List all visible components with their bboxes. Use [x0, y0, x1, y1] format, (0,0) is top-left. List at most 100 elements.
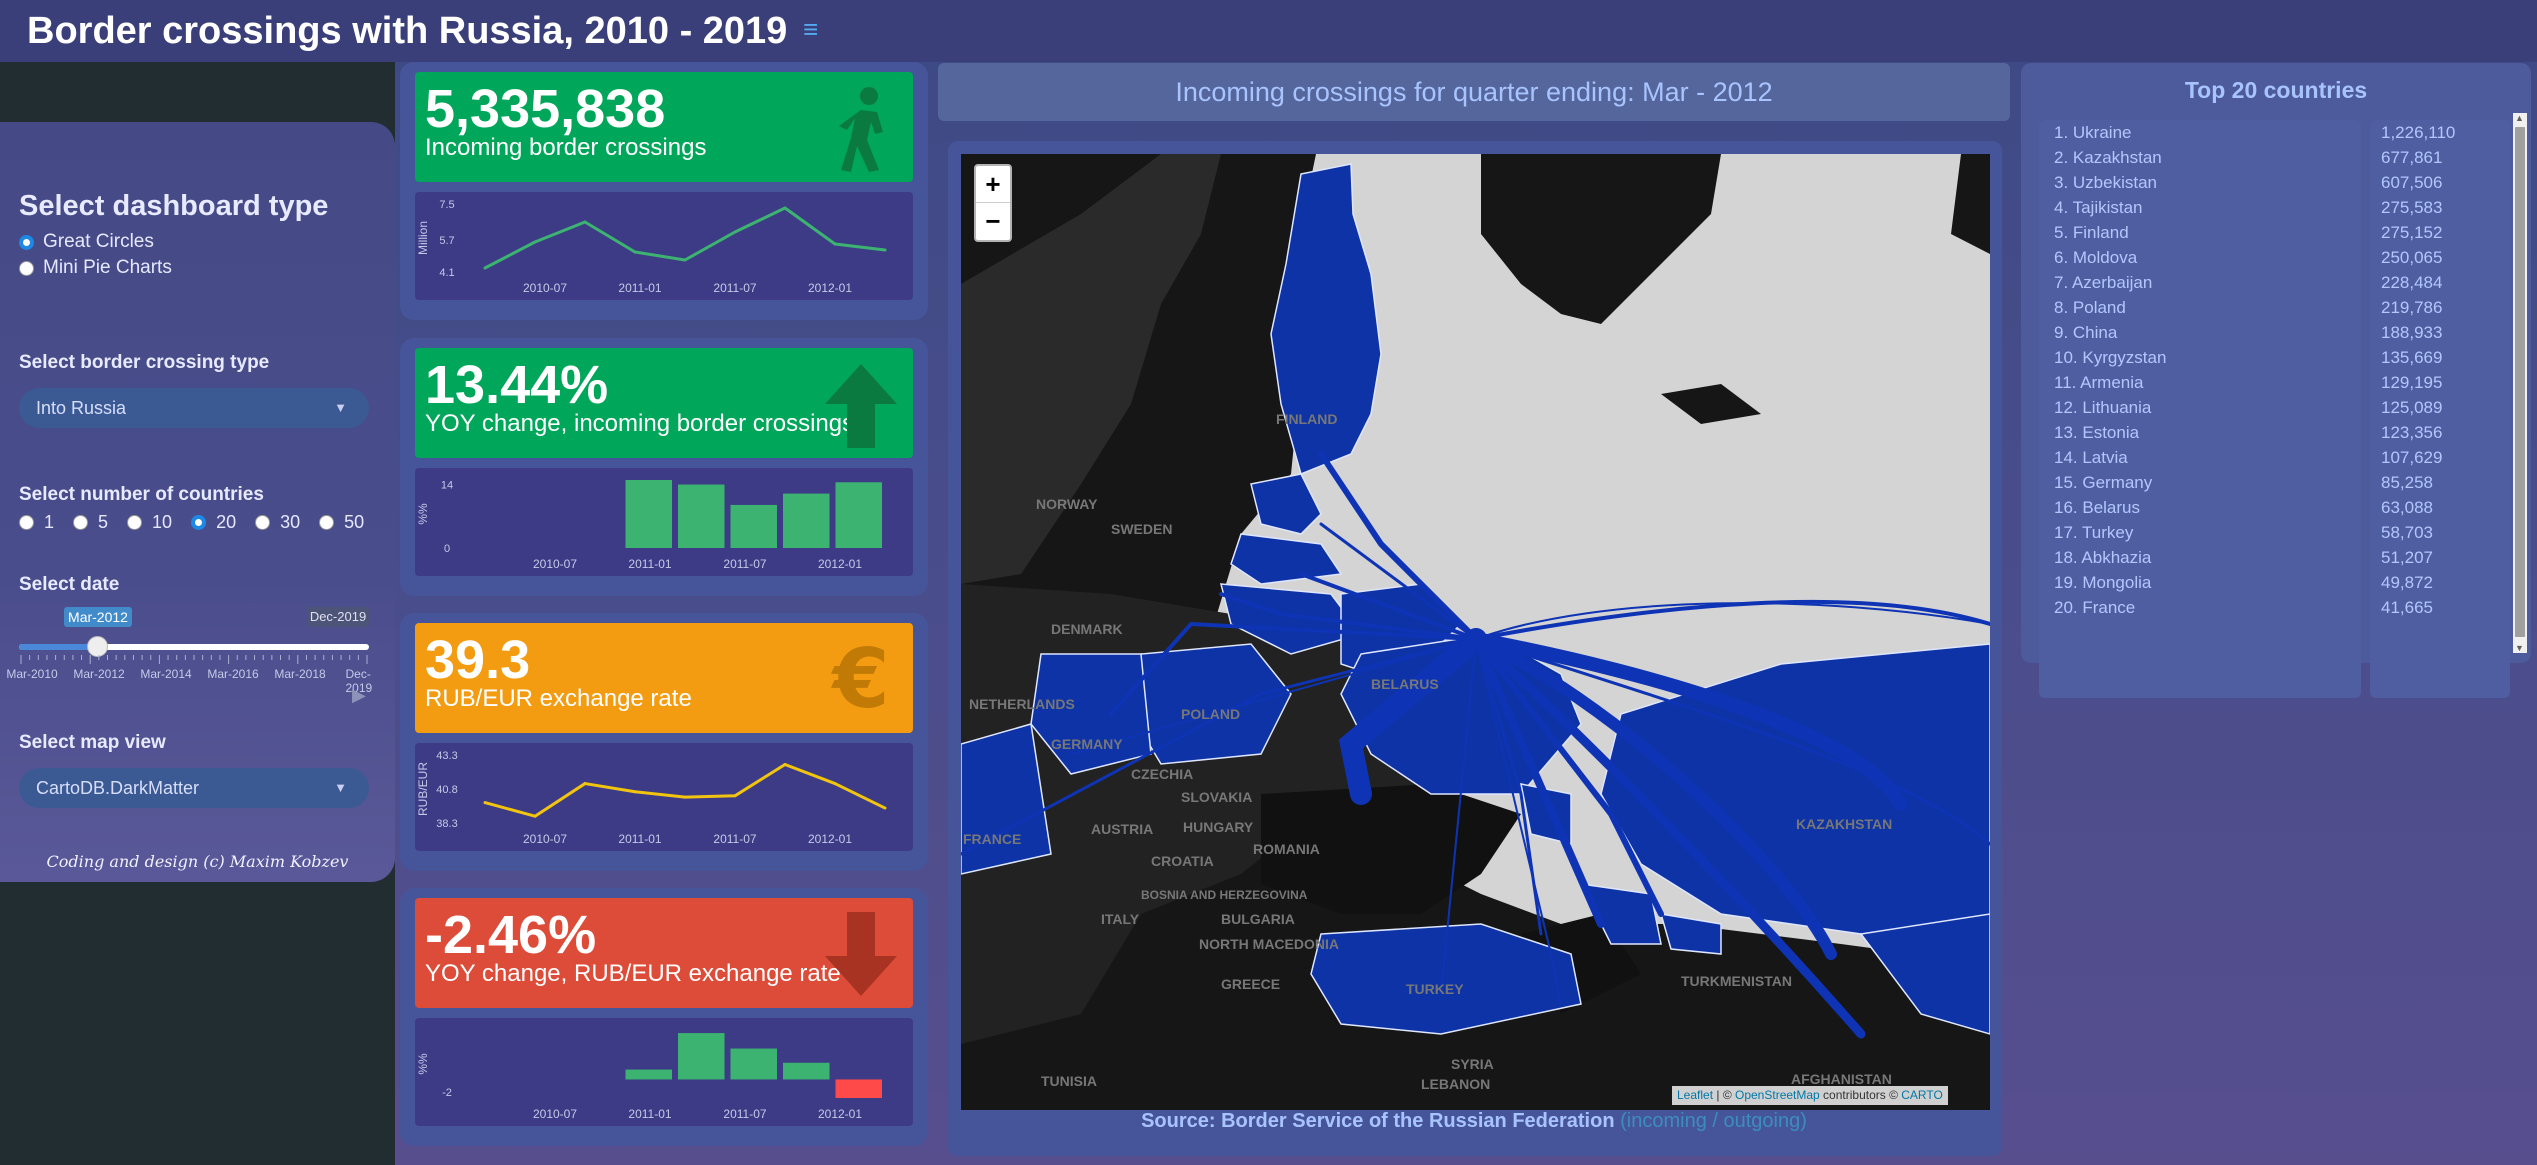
data-point [833, 782, 837, 786]
osm-link[interactable]: OpenStreetMap [1735, 1088, 1820, 1102]
source-link[interactable]: (incoming / outgoing) [1620, 1110, 1807, 1132]
sidebar: Select dashboard type Great Circles Mini… [0, 62, 395, 1165]
map-label: GREECE [1221, 976, 1280, 992]
date-tick-label: Mar-2010 [6, 667, 58, 681]
scroll-up-icon[interactable]: ▲ [2515, 113, 2524, 123]
map-label: BULGARIA [1221, 911, 1295, 927]
top-country-value: 607,506 [2381, 173, 2443, 192]
map-canvas: FINLAND NORWAY SWEDEN DENMARK NETHERLAND… [961, 154, 1990, 1110]
top-countries-scrollbar[interactable]: ▲ ▼ [2513, 113, 2527, 653]
dashboard-type-label: Select dashboard type [19, 190, 329, 222]
countries-option-30[interactable]: 30 [255, 512, 300, 533]
top-country-name: 9. China [2054, 323, 2118, 342]
countries-option-1[interactable]: 1 [19, 512, 54, 533]
kpi-card-exchange-yoy: -2.46% YOY change, RUB/EUR exchange rate… [400, 888, 928, 1146]
zoom-out-button[interactable]: − [985, 206, 1001, 236]
leaflet-map[interactable]: FINLAND NORWAY SWEDEN DENMARK NETHERLAND… [961, 154, 1990, 1110]
date-tick-label: Mar-2014 [140, 667, 192, 681]
y-tick-label: 7.5 [439, 199, 454, 211]
top-country-name: 19. Mongolia [2054, 573, 2152, 592]
map-section: Incoming crossings for quarter ending: M… [938, 63, 2010, 1163]
radio-icon[interactable] [319, 515, 335, 530]
radio-icon[interactable] [255, 515, 271, 530]
euro-icon: € [830, 635, 889, 725]
countries-count-group: 1 5 10 20 30 50 [19, 512, 383, 533]
countries-option-label: 1 [44, 512, 55, 532]
data-point [683, 795, 687, 799]
walking-person-icon [839, 87, 883, 172]
x-tick-label: 2011-01 [618, 281, 661, 295]
map-view-label: Select map view [19, 732, 166, 753]
sparkline-chart: RUB/EUR 2010-07 2011-01 2011-07 2012-01 43.3 4… [416, 750, 887, 846]
radio-icon[interactable] [127, 515, 143, 530]
top-country-name: 13. Estonia [2054, 423, 2140, 442]
axis-label: Million [416, 221, 430, 255]
map-label: AUSTRIA [1091, 821, 1153, 837]
map-heading: Incoming crossings for quarter ending: M… [938, 63, 2010, 121]
kpi-label: Incoming border crossings [425, 134, 707, 161]
kpi-label: RUB/EUR exchange rate [425, 685, 692, 712]
crossing-type-label: Select border crossing type [19, 352, 270, 373]
radio-icon[interactable] [19, 260, 34, 276]
top-country-name: 8. Poland [2054, 298, 2126, 317]
x-tick-label: 2012-01 [818, 1107, 862, 1121]
map-view-value: CartoDB.DarkMatter [36, 778, 200, 798]
top-country-value: 58,703 [2381, 523, 2433, 542]
map-label: FRANCE [963, 831, 1021, 847]
attribution-text: | © [1713, 1088, 1735, 1102]
map-label: SYRIA [1451, 1056, 1494, 1072]
carto-link[interactable]: CARTO [1901, 1088, 1943, 1102]
top-countries-title: Top 20 countries [2184, 77, 2368, 103]
top-country-value: 125,089 [2381, 398, 2443, 417]
data-point [533, 240, 537, 244]
scroll-down-icon[interactable]: ▼ [2515, 643, 2524, 653]
date-slider-handle[interactable] [87, 636, 108, 657]
radio-selected-icon[interactable] [191, 515, 207, 530]
scroll-thumb[interactable] [2515, 127, 2525, 637]
y-tick-label: 40.8 [436, 784, 457, 796]
y-tick-label: 5.7 [439, 235, 454, 247]
date-slider-track[interactable] [19, 644, 369, 650]
zoom-in-button[interactable]: + [976, 166, 1010, 203]
map-label: FINLAND [1276, 411, 1337, 427]
x-tick-label: 2010-07 [523, 832, 567, 846]
map-label: AFGHANISTAN [1791, 1071, 1892, 1087]
dashboard-type-mini-pie[interactable]: Mini Pie Charts [19, 257, 172, 279]
leaflet-link[interactable]: Leaflet [1677, 1088, 1714, 1102]
kara-sea [1951, 154, 1990, 254]
radio-selected-icon[interactable] [19, 234, 34, 250]
top-country-value: 135,669 [2381, 348, 2443, 367]
bar [678, 484, 725, 548]
data-point [733, 230, 737, 234]
radio-icon[interactable] [73, 515, 89, 530]
radio-icon[interactable] [19, 515, 34, 530]
countries-option-label: 5 [98, 512, 109, 532]
bar [730, 504, 777, 548]
menu-toggle-icon[interactable]: ≡ [803, 14, 819, 44]
attribution-text: contributors © [1819, 1088, 1902, 1102]
crossing-type-select[interactable]: Into Russia ▼ [19, 388, 369, 428]
sparkline-chart: Million 2010-07 2011-01 2011-07 2012-01 7.5 5.… [416, 199, 887, 295]
play-icon[interactable]: ▶ [352, 685, 366, 705]
map-label: TURKEY [1406, 981, 1464, 997]
countries-option-10[interactable]: 10 [127, 512, 172, 533]
bar-chart: %% 2010-07 2011-01 2011-07 2012-01 -2 [416, 1033, 882, 1121]
data-point [833, 242, 837, 246]
x-tick-label: 2012-01 [818, 557, 862, 571]
date-tick-label: Mar-2018 [274, 667, 326, 681]
data-point [883, 248, 887, 252]
countries-option-20[interactable]: 20 [191, 512, 236, 533]
countries-option-50[interactable]: 50 [319, 512, 364, 533]
map-label: ROMANIA [1253, 841, 1320, 857]
bars-exchange-yoy: %% 2010-07 2011-01 2011-07 2012-01 -2 [415, 1018, 913, 1126]
dashboard-type-option-label: Great Circles [43, 231, 154, 252]
map-label: CROATIA [1151, 853, 1214, 869]
top-country-value: 129,195 [2381, 373, 2443, 392]
dashboard-type-great-circles[interactable]: Great Circles [19, 231, 154, 253]
sparkline-crossings: Million 2010-07 2011-01 2011-07 2012-01 7.5 5.… [415, 192, 913, 300]
y-tick-label: 4.1 [439, 267, 454, 279]
map-view-select[interactable]: CartoDB.DarkMatter ▼ [19, 768, 369, 808]
top-countries-panel: Top 20 countries 1. Ukraine 2. Kazakhstan… [2021, 63, 2531, 698]
countries-option-5[interactable]: 5 [73, 512, 108, 533]
x-tick-label: 2010-07 [533, 557, 577, 571]
